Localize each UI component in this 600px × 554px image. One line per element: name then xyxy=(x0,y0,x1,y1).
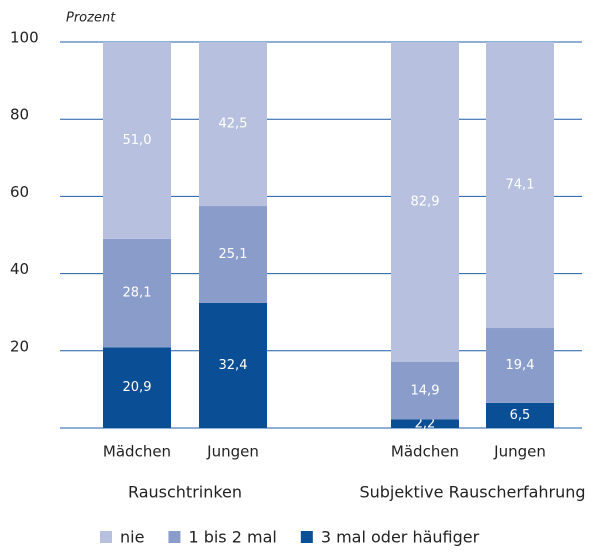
value-label: 42,5 xyxy=(219,117,248,132)
group-label: Rauschtrinken xyxy=(128,483,242,502)
x-tick-label: Jungen xyxy=(493,443,546,461)
y-axis-label: Prozent xyxy=(66,11,116,26)
y-tick-label: 60 xyxy=(10,183,29,201)
y-tick-label: 100 xyxy=(10,29,39,47)
legend-swatch xyxy=(168,531,181,543)
bar-segment xyxy=(391,42,459,362)
x-tick-label: Jungen xyxy=(206,443,259,461)
bar-segment xyxy=(486,42,554,329)
x-tick-label: Mädchen xyxy=(391,443,459,461)
legend-swatch xyxy=(100,531,112,543)
legend-label: 1 bis 2 mal xyxy=(188,528,276,547)
bar-segment xyxy=(391,361,459,420)
bar-segment xyxy=(199,206,267,303)
x-tick-label: Mädchen xyxy=(103,443,171,461)
bar-segment xyxy=(199,42,267,207)
legend-swatch xyxy=(300,531,313,543)
value-label: 51,0 xyxy=(123,133,152,148)
y-tick-label: 40 xyxy=(10,260,29,278)
value-label: 74,1 xyxy=(506,178,535,193)
value-label: 32,4 xyxy=(219,358,248,373)
value-label: 2,2 xyxy=(415,416,436,431)
y-tick-label: 20 xyxy=(10,337,29,355)
group-label: Subjektive Rauscherfahrung xyxy=(359,483,585,502)
value-label: 25,1 xyxy=(219,247,248,262)
y-tick-label: 80 xyxy=(10,106,29,124)
value-label: 82,9 xyxy=(411,194,440,209)
bar-segment xyxy=(486,328,554,403)
value-label: 6,5 xyxy=(510,408,531,423)
bar-segment xyxy=(486,402,554,428)
bar-segment xyxy=(391,419,459,428)
value-label: 20,9 xyxy=(123,380,152,395)
legend-label: nie xyxy=(120,528,144,547)
value-label: 14,9 xyxy=(411,383,440,398)
bar-segment xyxy=(103,238,171,348)
bar-segment xyxy=(199,302,267,428)
bar-segment xyxy=(103,347,171,428)
legend-label: 3 mal oder häufiger xyxy=(321,528,480,547)
bar-segment xyxy=(103,42,171,239)
value-label: 19,4 xyxy=(506,358,535,373)
value-label: 28,1 xyxy=(123,286,152,301)
